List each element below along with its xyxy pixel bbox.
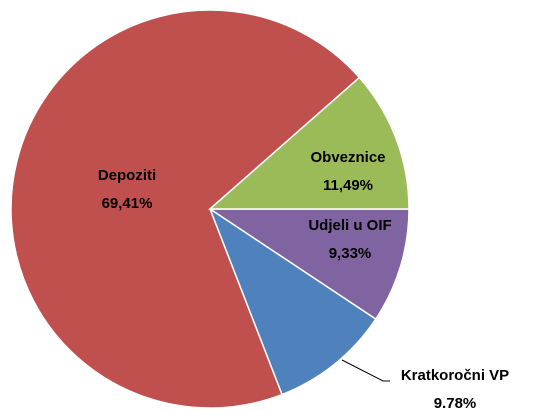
slice-label: Kratkoročni VP [401, 367, 509, 384]
slice-label: Udjeli u OIF [308, 217, 391, 234]
pie-slice [207, 208, 410, 321]
pie-slice [208, 76, 410, 210]
slice-value: 69,41% [102, 195, 153, 212]
slice-value: 9.78% [434, 395, 477, 410]
slice-value: 9,33% [329, 245, 372, 262]
leader-line [341, 359, 390, 382]
slice-label: Depoziti [98, 167, 156, 184]
slice-label: Obveznice [310, 149, 385, 166]
pie-slice [10, 9, 361, 409]
pie-slice [208, 207, 377, 396]
slice-value: 11,49% [323, 177, 373, 194]
